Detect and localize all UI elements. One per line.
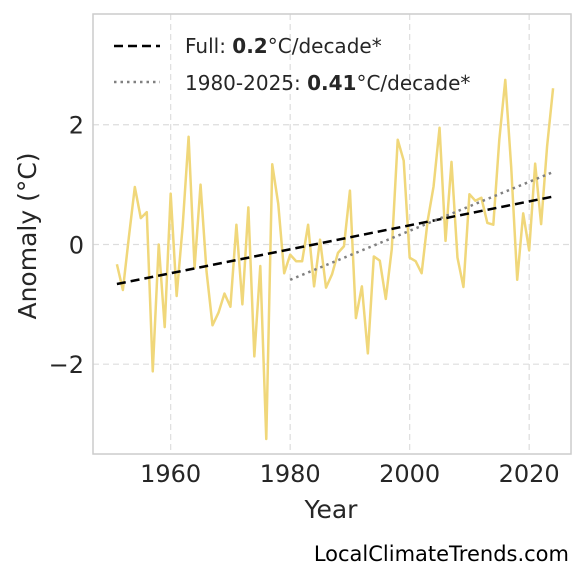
- legend-1980-2025-value: 0.41: [307, 71, 356, 95]
- series-trend-full: [116, 195, 554, 286]
- x-tick-label: 1980: [260, 460, 321, 488]
- series-annual-anomaly: [115, 78, 555, 441]
- x-tick-label: 2000: [379, 460, 440, 488]
- watermark: LocalClimateTrends.com: [314, 542, 569, 566]
- y-tick-label: 2: [69, 112, 84, 140]
- legend-entry-full: Full: 0.2°C/decade*: [185, 34, 382, 58]
- legend-entry-1980-2025: 1980-2025: 0.41°C/decade*: [185, 71, 470, 95]
- y-axis-label: Anomaly (°C): [13, 152, 42, 319]
- legend-full-prefix: Full:: [185, 34, 232, 58]
- legend-full-suffix: °C/decade*: [268, 34, 382, 58]
- y-tick-label: 0: [69, 231, 84, 259]
- y-tick-label: −2: [49, 351, 84, 379]
- x-tick-label: 2020: [499, 460, 560, 488]
- legend: Full: 0.2°C/decade* 1980-2025: 0.41°C/de…: [114, 34, 470, 95]
- x-tick-label: 1960: [140, 460, 201, 488]
- plot-frame: [92, 13, 572, 455]
- legend-1980-2025-prefix: 1980-2025:: [185, 71, 307, 95]
- series-layer: [115, 78, 555, 441]
- series-trend-1980-2025: [289, 170, 554, 281]
- legend-full-value: 0.2: [232, 34, 267, 58]
- x-axis-label: Year: [304, 495, 359, 524]
- legend-1980-2025-suffix: °C/decade*: [356, 71, 470, 95]
- tick-labels: 1960 1980 2000 2020 −2 0 2: [49, 112, 560, 488]
